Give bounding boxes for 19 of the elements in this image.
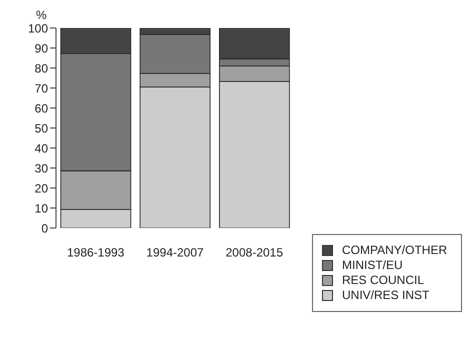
x-tick-label: 2008-2015 (226, 246, 284, 260)
legend-label: COMPANY/OTHER (342, 243, 448, 258)
y-tick-label: 20 (34, 181, 48, 196)
y-tick-label: 10 (34, 201, 48, 216)
x-tick-label: 1994-2007 (146, 246, 204, 260)
y-tick-label: 0 (41, 221, 48, 236)
y-axis-title: % (36, 8, 47, 22)
legend-label: MINIST/EU (342, 258, 403, 273)
y-tick-label: 90 (34, 41, 48, 56)
legend-label: RES COUNCIL (342, 273, 424, 288)
y-tick-label: 30 (34, 161, 48, 176)
y-tick-label: 40 (34, 141, 48, 156)
y-tick-label: 80 (34, 61, 48, 76)
text: UNIV/RES INST (342, 288, 430, 303)
x-tick-label: 1986-1993 (66, 246, 125, 260)
y-tick-label: 50 (34, 121, 48, 136)
y-tick-label: 100 (28, 21, 48, 36)
y-tick-label: 70 (34, 81, 48, 96)
y-tick-label: 60 (34, 101, 48, 116)
